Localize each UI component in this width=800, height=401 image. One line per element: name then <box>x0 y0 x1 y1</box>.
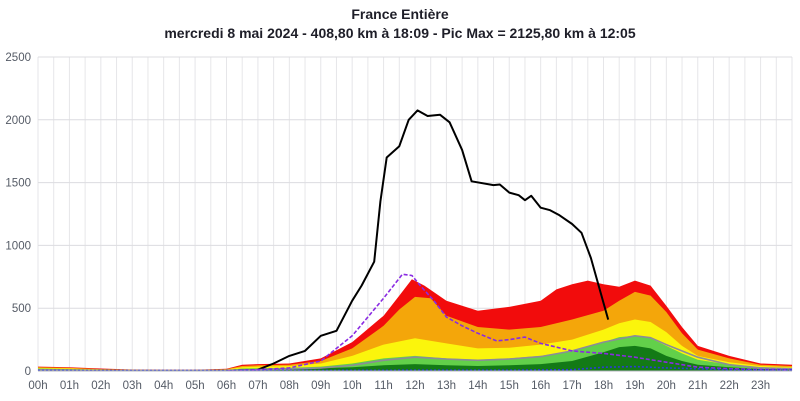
x-tick-label: 14h <box>468 380 487 392</box>
x-tick-label: 00h <box>28 380 47 392</box>
x-tick-label: 15h <box>500 380 519 392</box>
y-tick-label: 0 <box>25 366 31 378</box>
x-tick-label: 12h <box>405 380 424 392</box>
x-tick-label: 18h <box>594 380 613 392</box>
x-tick-label: 10h <box>343 380 362 392</box>
x-tick-label: 08h <box>280 380 299 392</box>
x-tick-label: 23h <box>751 380 770 392</box>
x-tick-label: 07h <box>248 380 267 392</box>
x-tick-label: 09h <box>311 380 330 392</box>
x-tick-label: 13h <box>437 380 456 392</box>
line-series-black <box>257 109 610 371</box>
x-tick-label: 01h <box>60 380 79 392</box>
area-series-dark-green <box>38 345 792 371</box>
x-tick-label: 03h <box>123 380 142 392</box>
line-series-blue-dotted <box>38 365 793 372</box>
x-tick-label: 11h <box>374 380 392 392</box>
y-tick-label: 1000 <box>5 240 31 252</box>
line-series-violet-dashed <box>226 273 793 372</box>
x-tick-label: 02h <box>91 380 110 392</box>
x-tick-label: 06h <box>217 380 236 392</box>
y-tick-label: 500 <box>12 303 31 315</box>
chart-subtitle: mercredi 8 mai 2024 - 408,80 km à 18:09 … <box>164 25 636 41</box>
x-tick-label: 20h <box>657 380 676 392</box>
y-tick-label: 2000 <box>5 115 31 127</box>
x-tick-label: 16h <box>531 380 550 392</box>
x-tick-label: 22h <box>720 380 739 392</box>
x-tick-label: 17h <box>562 380 581 392</box>
x-tick-label: 21h <box>688 380 707 392</box>
x-tick-label: 05h <box>185 380 204 392</box>
x-tick-label: 19h <box>625 380 644 392</box>
x-tick-label: 04h <box>154 380 173 392</box>
y-tick-label: 1500 <box>5 178 31 190</box>
grid <box>37 56 793 372</box>
y-tick-label: 2500 <box>5 52 31 64</box>
chart-title: France Entière <box>351 6 449 22</box>
